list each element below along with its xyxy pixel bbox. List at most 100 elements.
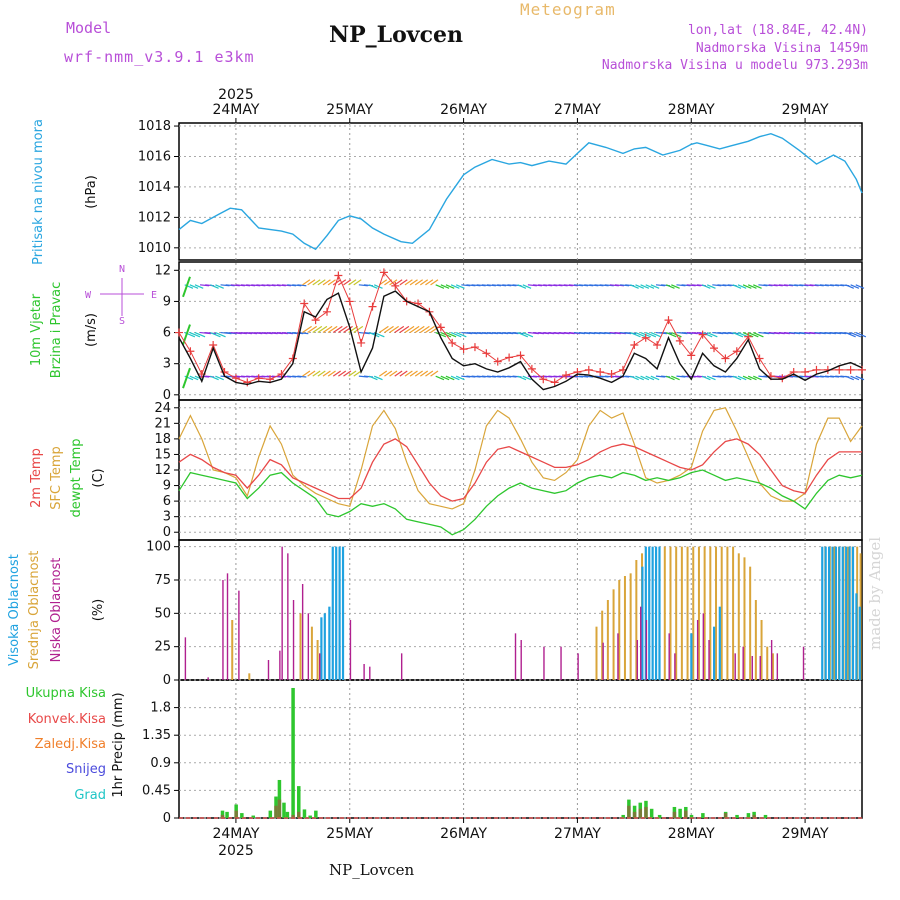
credit-text: made by Angel	[866, 536, 884, 650]
wind-barb	[440, 375, 450, 381]
high-cloud-bar	[841, 546, 844, 680]
low-cloud-bar	[292, 600, 295, 680]
precip-ytick-label: 0.45	[142, 783, 171, 798]
mid-cloud-bar	[601, 610, 604, 680]
wind-barb	[517, 284, 527, 289]
wind-barb	[517, 375, 527, 381]
wind-barb	[414, 370, 423, 377]
high-cloud-bar	[718, 606, 721, 680]
mid-cloud-bar	[595, 626, 598, 680]
wind-barb	[850, 375, 860, 381]
low-cloud-bar	[184, 637, 187, 680]
high-cloud-bar	[654, 546, 658, 680]
wind-barb	[635, 332, 646, 338]
mid-cloud-bar	[663, 546, 666, 680]
wind-barb	[297, 284, 307, 287]
wind-barb	[855, 284, 865, 289]
wind-barb	[522, 332, 534, 338]
temperature-ytick-label: 0	[163, 525, 171, 540]
low-cloud-bar	[207, 677, 209, 680]
wind-start-arrow	[182, 367, 191, 389]
temperature-ytick-label: 15	[154, 447, 171, 462]
wind-barb	[389, 325, 400, 334]
wind-barb	[409, 279, 418, 286]
wind-barb	[312, 370, 321, 377]
high-cloud-bar	[690, 633, 693, 680]
low-cloud-bar	[238, 590, 240, 680]
wind-barb	[522, 375, 532, 381]
wind-barb	[732, 332, 744, 338]
precip-total-bar	[268, 810, 273, 818]
precip-total-bar	[251, 815, 255, 818]
pressure-ytick-label: 1010	[138, 241, 171, 256]
low-cloud-bar	[668, 633, 670, 680]
wind-barb	[645, 332, 657, 338]
wind-barb	[210, 332, 221, 338]
clouds-ytick-label: 100	[146, 540, 171, 555]
wind-speed-line	[178, 290, 863, 391]
precip-ytick-label: 1.35	[142, 728, 171, 743]
wind-barb	[671, 284, 680, 289]
wind-barb	[297, 375, 307, 378]
wind-barb	[430, 370, 439, 377]
wind-barb	[404, 370, 413, 377]
wind-barb	[307, 279, 316, 286]
wind-barb	[419, 325, 430, 334]
bottom-date-label: 26MAY	[440, 826, 487, 842]
high-cloud-bar	[713, 626, 716, 680]
wind-barb	[338, 279, 347, 286]
wind-ytick-label: 3	[163, 357, 171, 372]
dewpoint-title: dewpt Temp	[69, 438, 84, 517]
compass-north: N	[119, 264, 125, 275]
wind-barb	[210, 375, 219, 381]
wind-barb	[425, 325, 435, 334]
wind-barb	[419, 279, 429, 286]
wind-barb	[338, 370, 347, 377]
wind-barb	[450, 375, 460, 381]
wind-barb	[435, 332, 447, 338]
low-cloud-bar	[307, 613, 310, 680]
wind-barb	[706, 375, 716, 381]
mid-cloud-bar	[720, 546, 723, 680]
wind-barb	[302, 325, 312, 334]
precip-conv-bar	[684, 810, 688, 818]
wind-barb	[389, 370, 398, 377]
mid-cloud-bar	[623, 576, 626, 680]
wind-barb	[635, 375, 644, 381]
precip-conv-bar	[291, 814, 295, 818]
wind-gust-line	[178, 271, 862, 383]
mid-cloud-bar	[606, 600, 609, 680]
precip-legend-4: Grad	[74, 788, 106, 803]
wind-axis-title-2: Brzina i Pravac	[49, 282, 64, 379]
clouds-ytick-label: 50	[154, 606, 171, 621]
wind-barb	[327, 325, 338, 334]
precip-total-bar	[225, 811, 229, 818]
precip-total-bar	[285, 811, 290, 818]
pressure-axis-title: Pritisak na nivou mora	[31, 119, 46, 265]
wind-barb	[394, 370, 403, 377]
high-cloud-bar	[838, 546, 841, 680]
precip-conv-bar	[672, 811, 677, 818]
low-cloud-bar	[560, 646, 562, 680]
precip-ytick-label: 1.8	[150, 701, 171, 716]
wind-barb	[630, 284, 639, 289]
wind-barb	[753, 332, 764, 338]
mid-cloud-bar	[692, 546, 695, 680]
wind-barb	[368, 284, 378, 289]
wind-barb	[338, 325, 348, 334]
wind-barb	[742, 375, 752, 381]
wind-barb	[630, 375, 639, 381]
footer-station: NP_Lovcen	[329, 861, 415, 879]
precip-conv-bar	[627, 805, 631, 818]
top-date-label: 29MAY	[782, 102, 829, 118]
low-cloud-bar	[645, 620, 648, 680]
wind-barb	[640, 375, 650, 381]
mid-cloud-bar	[749, 566, 752, 680]
wind-barb	[425, 279, 434, 286]
mid-cloud-bar	[726, 546, 729, 680]
wind-barb	[327, 370, 336, 377]
wind-barb	[399, 279, 408, 286]
wind-barb	[379, 370, 388, 377]
compass-cross	[100, 278, 144, 316]
wind-barb	[332, 279, 342, 286]
